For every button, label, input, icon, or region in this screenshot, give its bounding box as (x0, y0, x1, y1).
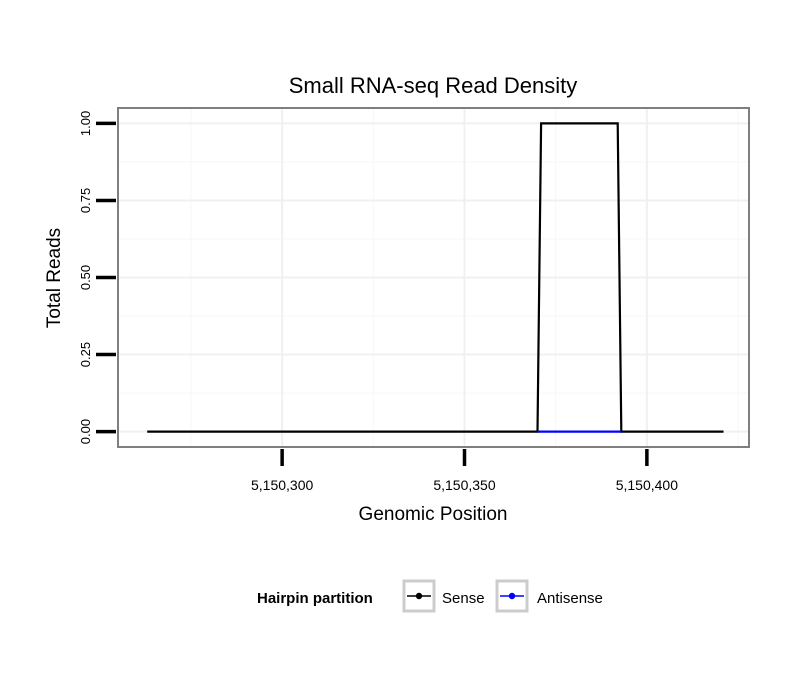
x-axis-label: Genomic Position (359, 504, 508, 525)
grid-lines (118, 108, 749, 447)
series-line-sense (147, 122, 724, 433)
x-tick-label: 5,150,300 (251, 477, 313, 493)
legend-point-antisense (508, 592, 516, 600)
legend-title: Hairpin partition (257, 590, 373, 607)
y-tick-label: 0.50 (78, 265, 93, 290)
x-tick-label: 5,150,400 (616, 477, 678, 493)
legend-label-antisense: Antisense (537, 590, 603, 607)
legend-label-sense: Sense (442, 590, 485, 607)
chart-title: Small RNA-seq Read Density (289, 73, 578, 98)
y-tick-label: 0.75 (78, 188, 93, 213)
y-axis-label: Total Reads (44, 228, 65, 328)
y-tick-label: 0.00 (78, 419, 93, 444)
y-tick-label: 1.00 (78, 111, 93, 136)
x-axis: 5,150,300 5,150,350 5,150,400 (251, 449, 678, 493)
legend: Hairpin partition Sense Antisense (257, 579, 603, 613)
y-tick-label: 0.25 (78, 342, 93, 367)
plot-border (117, 107, 750, 448)
series-lines (147, 122, 724, 433)
legend-point-sense (415, 592, 423, 600)
y-axis: 0.00 0.25 0.50 0.75 1.00 (78, 111, 116, 444)
x-tick-label: 5,150,350 (433, 477, 495, 493)
